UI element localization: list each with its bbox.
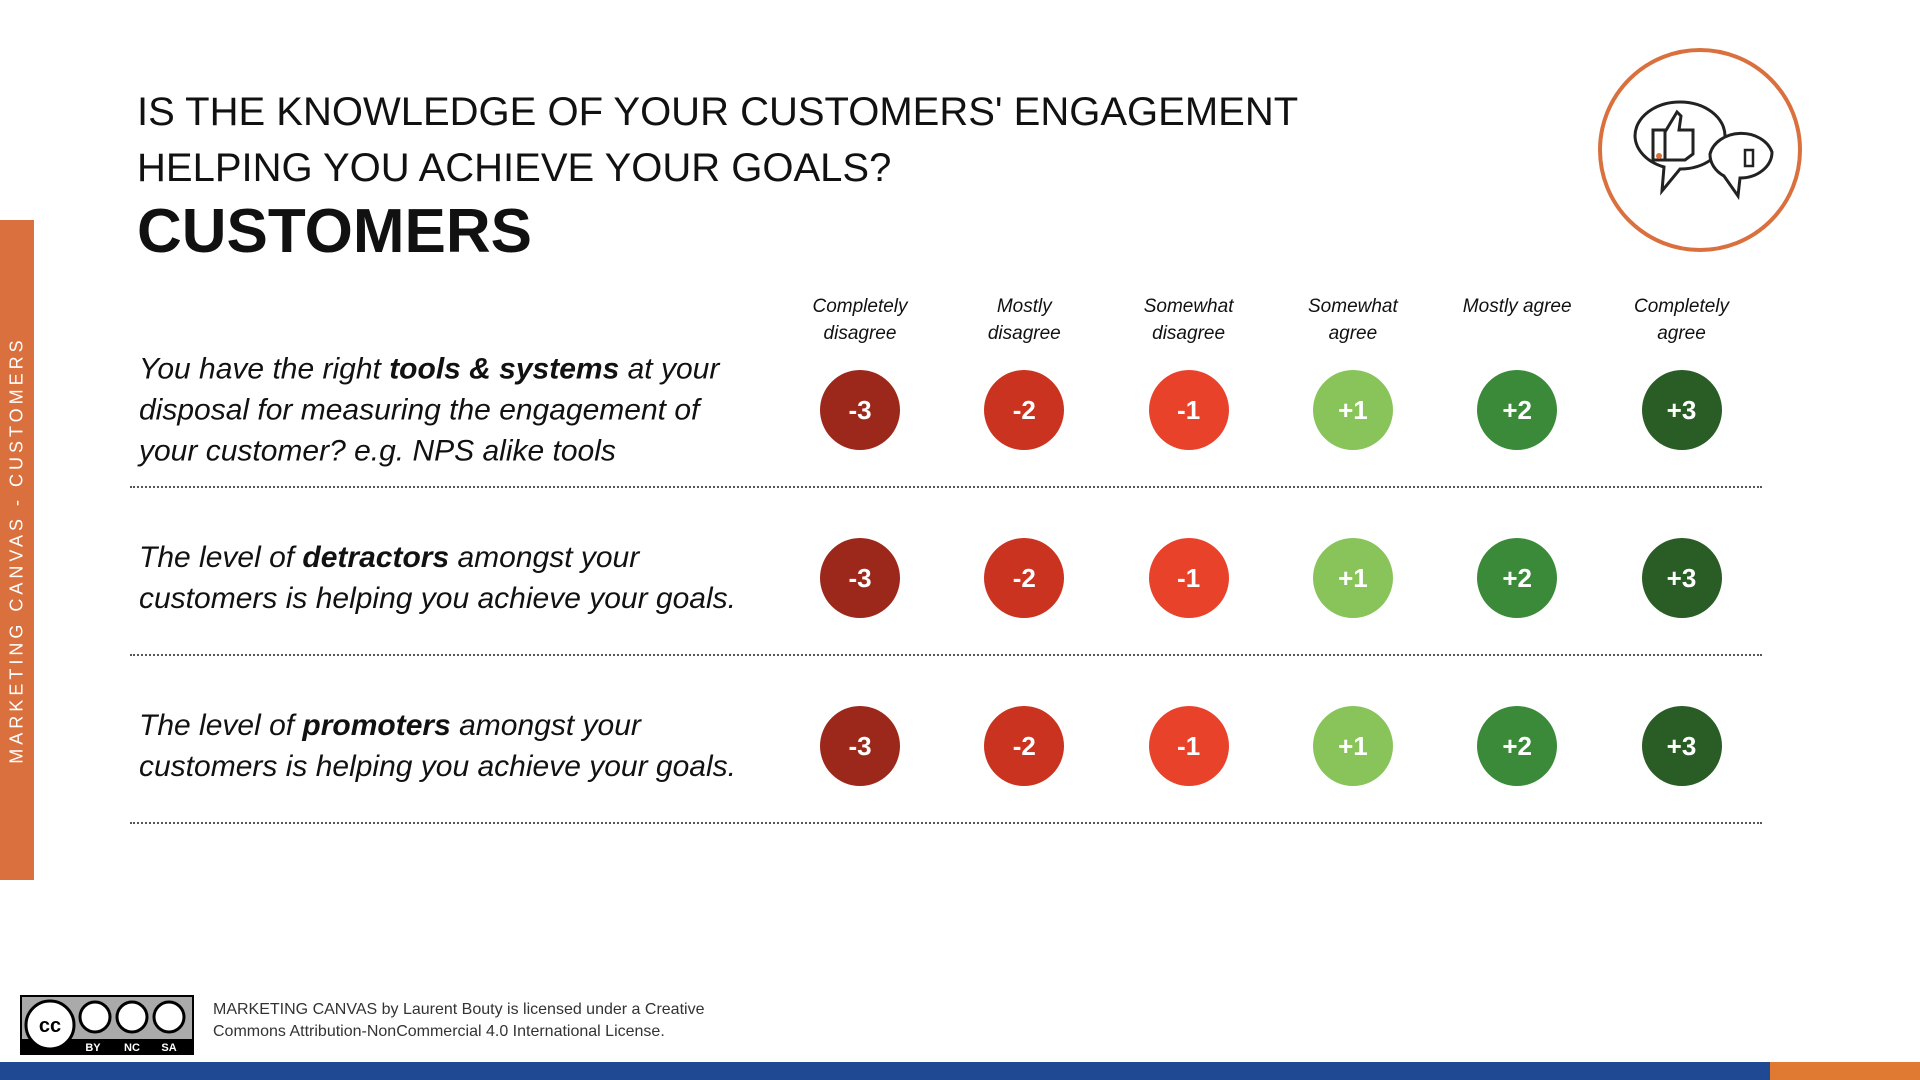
statement-text: The level of (139, 709, 303, 742)
score-button[interactable]: +1 (1312, 538, 1393, 618)
scale-label: Completely disagree (812, 296, 908, 344)
title-line: IS THE KNOWLEDGE OF YOUR CUSTOMERS' ENGA… (137, 90, 1299, 134)
statement-emphasis: promoters (302, 709, 451, 742)
score-button[interactable]: +3 (1641, 706, 1722, 786)
statement: You have the right tools & systems at yo… (139, 349, 739, 472)
statement: The level of promoters amongst your cust… (139, 705, 739, 787)
score-button[interactable]: +2 (1477, 538, 1558, 618)
divider (130, 486, 1762, 488)
score-button[interactable]: -1 (1148, 706, 1229, 786)
score-button[interactable]: -2 (984, 706, 1065, 786)
score-button[interactable]: -2 (984, 538, 1065, 618)
score-button[interactable]: -3 (820, 370, 900, 450)
title-line: HELPING YOU ACHIEVE YOUR GOALS? (137, 146, 892, 190)
footer-bar-accent (1770, 1062, 1920, 1080)
statement-text: You have the right (139, 352, 390, 386)
score-button[interactable]: -2 (984, 370, 1065, 450)
icon (1598, 48, 1802, 252)
score-button[interactable]: +2 (1477, 706, 1558, 786)
statement: The level of detractors amongst your cus… (139, 537, 739, 619)
statement-text: amongst your customers is helping you ac… (139, 541, 736, 615)
scale-label: Somewhat agree (1308, 296, 1398, 344)
scale-label: Mostly disagree (987, 296, 1061, 344)
divider (130, 822, 1762, 824)
side-label: MARKETING CANVAS - CUSTOMERS (6, 336, 27, 764)
score-button[interactable]: -3 (820, 706, 900, 786)
scale-label: Somewhat disagree (1143, 296, 1234, 344)
svg-text:cc: cc (39, 1015, 61, 1037)
statement-emphasis: detractors (302, 541, 450, 574)
badge-label: BY (85, 1042, 101, 1054)
score-button[interactable]: -3 (820, 538, 900, 618)
score-button[interactable]: +1 (1312, 370, 1393, 450)
title: IS THE KNOWLEDGE OF YOUR CUSTOMERS' ENGA… (137, 84, 1298, 196)
license-text: MARKETING CANVAS by Laurent Bouty is lic… (213, 1001, 705, 1040)
footer-bar (0, 1062, 1770, 1080)
score-button[interactable]: +2 (1477, 370, 1558, 450)
score-button[interactable]: -1 (1148, 538, 1229, 618)
score-button[interactable]: +3 (1641, 538, 1722, 618)
divider (130, 654, 1762, 656)
score-button[interactable]: +1 (1312, 706, 1393, 786)
statement-text: The level of (139, 541, 303, 574)
subtitle: CUSTOMERS (137, 197, 533, 266)
score-button[interactable]: +3 (1641, 370, 1722, 450)
score-button[interactable]: -1 (1148, 370, 1229, 450)
cc-badge: cc BY NC SA (20, 995, 194, 1055)
badge-label: NC (124, 1042, 140, 1054)
statement-text: amongst your customers is helping you ac… (139, 709, 736, 783)
statement-text: at your disposal for measuring the engag… (139, 352, 720, 468)
scale-label: Completely agree (1633, 296, 1730, 344)
statement-emphasis: tools & systems (389, 352, 620, 386)
side-bar: MARKETING CANVAS - CUSTOMERS (0, 220, 34, 880)
badge-label: SA (161, 1042, 176, 1054)
scale-label: Mostly agree (1462, 296, 1572, 317)
